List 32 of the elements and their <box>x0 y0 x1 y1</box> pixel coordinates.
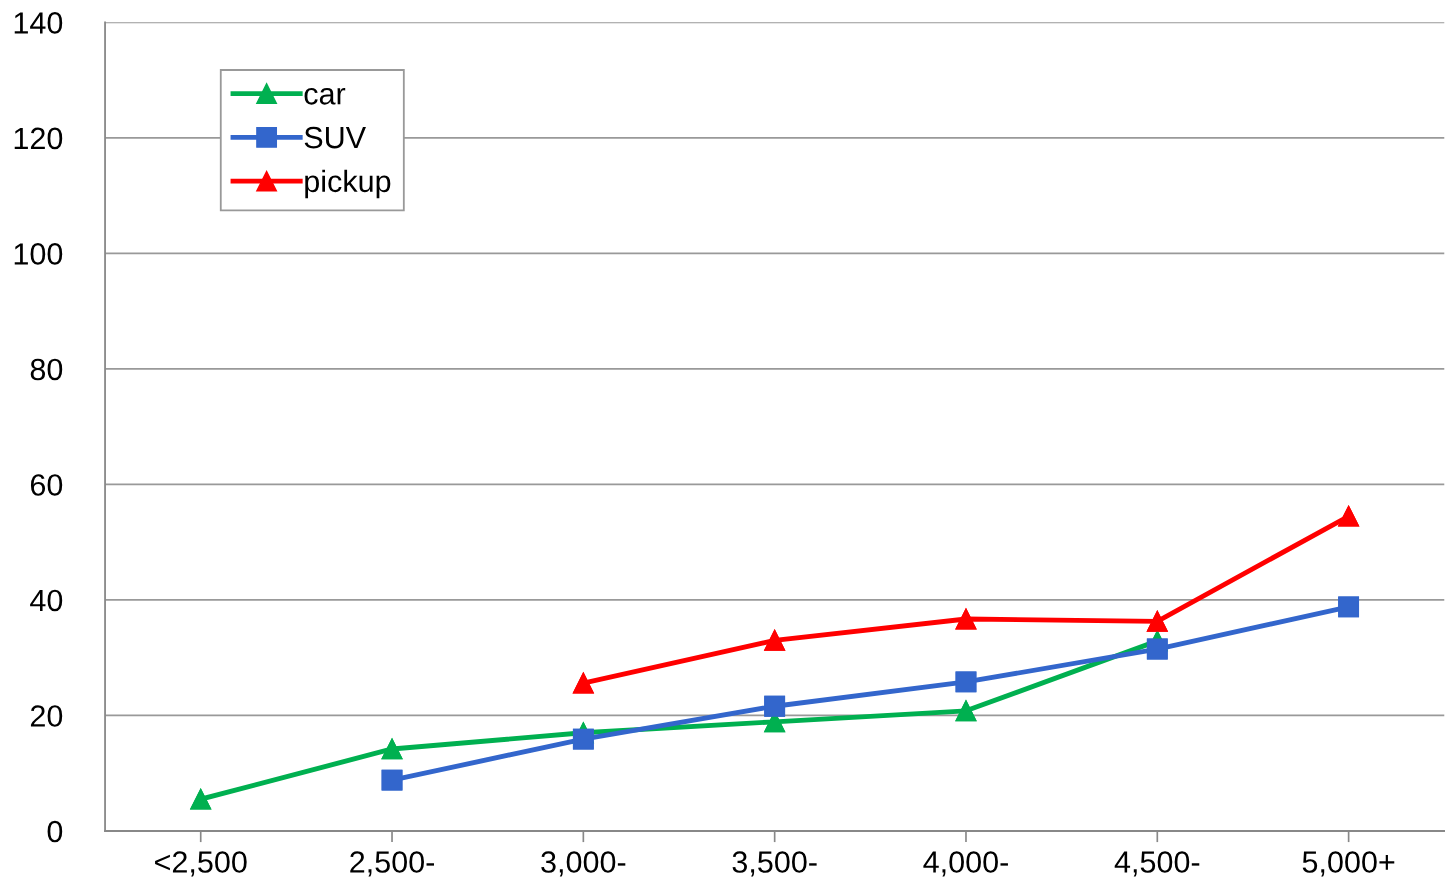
x-tick-label: 3,000- <box>541 851 626 877</box>
legend-label: pickup <box>305 169 391 199</box>
y-tick-label: 140 <box>14 12 63 34</box>
point <box>955 608 977 630</box>
point <box>1338 596 1360 618</box>
point <box>572 728 594 750</box>
point <box>764 629 786 651</box>
y-tick-label: 80 <box>30 358 63 381</box>
point <box>381 769 403 791</box>
y-tick-label: 60 <box>30 474 63 496</box>
point <box>1146 610 1168 632</box>
point <box>1146 638 1168 660</box>
point <box>955 671 977 693</box>
x-tick-label: 5,000+ <box>1302 851 1395 877</box>
y-tick-label: 0 <box>47 820 63 843</box>
point <box>1338 505 1360 527</box>
y-tick-label: 20 <box>30 705 63 727</box>
y-tick-label: 40 <box>30 589 63 612</box>
point <box>572 672 594 694</box>
x-tick-label: 3,500- <box>732 851 817 877</box>
x-tick-label: <2,500 <box>155 851 247 877</box>
x-tick-label: 2,500- <box>350 851 434 877</box>
x-tick-label: 4,000- <box>923 851 1008 877</box>
x-tick-label: 4,500- <box>1114 851 1200 877</box>
point <box>190 788 212 810</box>
y-tick-label: 120 <box>14 127 63 150</box>
point <box>381 738 403 760</box>
legend-label: car <box>304 87 346 105</box>
y-tick-label: 100 <box>14 243 63 265</box>
point <box>764 695 786 717</box>
point <box>955 700 977 722</box>
legend-label: SUV <box>304 126 366 149</box>
